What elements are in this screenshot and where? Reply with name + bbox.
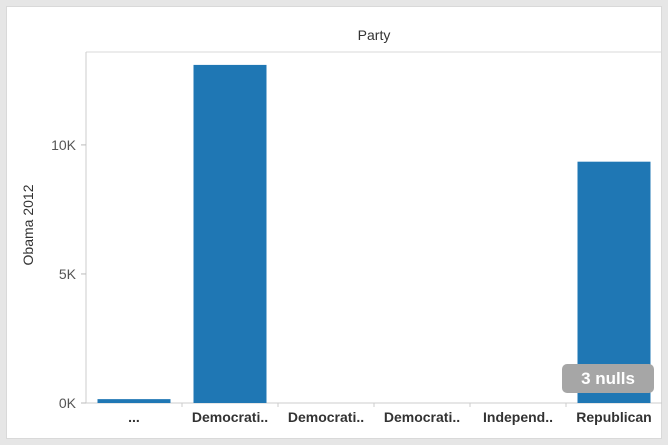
y-tick-label: 10K	[51, 137, 77, 153]
chart-panel	[6, 6, 662, 439]
y-axis-ticks: 0K 5K 10K	[51, 137, 86, 411]
x-category-label: Democrati..	[288, 409, 364, 425]
x-category-label: Republican	[576, 409, 651, 425]
nulls-indicator[interactable]: 3 nulls	[562, 364, 654, 393]
x-category-label: Independ..	[483, 409, 553, 425]
nulls-indicator-background	[562, 364, 654, 393]
y-tick-label: 5K	[59, 266, 77, 282]
bar[interactable]	[577, 161, 651, 403]
bar[interactable]	[193, 64, 267, 403]
x-category-label: ...	[128, 409, 140, 425]
column-header-label: Party	[358, 27, 391, 43]
x-axis-labels: ... Democrati.. Democrati.. Democrati.. Inde…	[128, 403, 652, 425]
bars-group	[97, 64, 651, 403]
y-tick-label: 0K	[59, 395, 77, 411]
y-axis-title: Obama 2012	[20, 184, 36, 265]
x-category-label: Democrati..	[384, 409, 460, 425]
x-category-label: Democrati..	[192, 409, 268, 425]
nulls-indicator-label: 3 nulls	[581, 369, 635, 388]
bar[interactable]	[97, 399, 171, 403]
